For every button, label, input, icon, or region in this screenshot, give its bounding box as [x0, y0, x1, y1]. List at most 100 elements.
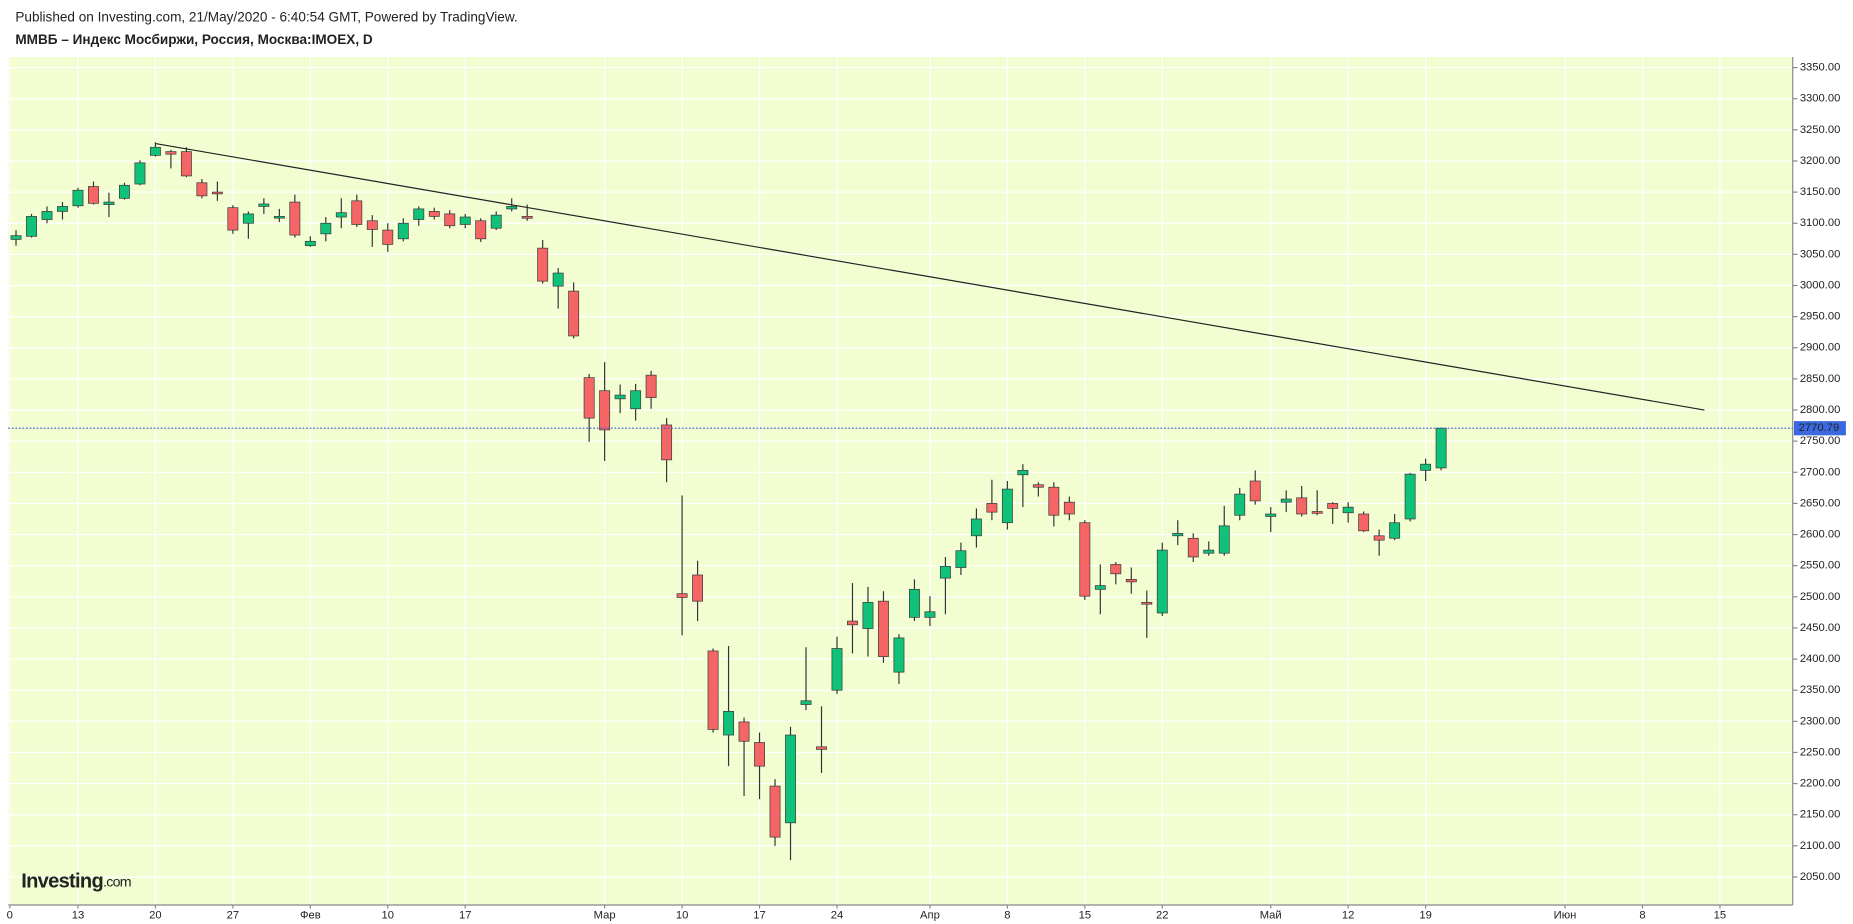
marks [8, 142, 1793, 861]
candle-body [335, 212, 347, 218]
candle-body [1327, 503, 1339, 509]
candle-body [939, 565, 951, 579]
x-tick-label: 10 [382, 910, 394, 922]
y-tick-label: 3000.00 [1800, 279, 1841, 291]
candle-body [227, 207, 239, 231]
candle-body [583, 377, 595, 419]
x-tick-label: Мар [594, 910, 616, 922]
candle-body [180, 151, 192, 177]
watermark-suffix: .com [103, 874, 131, 890]
x-tick-label: 20 [149, 910, 161, 922]
candle-body [552, 272, 564, 287]
candle-body [1187, 537, 1199, 558]
x-tick-label: 24 [831, 910, 843, 922]
last-price-label: 2770.79 [1799, 422, 1840, 434]
candle-body [242, 213, 254, 224]
x-tick-label: 15 [1079, 910, 1091, 922]
y-tick-label: 2450.00 [1800, 622, 1841, 634]
candle-body [986, 503, 998, 513]
candle-body [444, 213, 456, 227]
y-tick-label: 2050.00 [1800, 871, 1841, 883]
candle-body [1435, 427, 1447, 469]
y-tick-label: 3350.00 [1800, 62, 1841, 74]
y-tick-label: 2550.00 [1800, 560, 1841, 572]
x-tick-label: 17 [753, 910, 765, 922]
x-tick-label: 10 [676, 910, 688, 922]
candle-body [211, 191, 223, 195]
candle-body [893, 637, 905, 673]
candle-body [119, 184, 130, 199]
y-tick-label: 2100.00 [1800, 840, 1841, 852]
y-tick-label: 2500.00 [1800, 591, 1841, 603]
plot-area [8, 57, 1793, 905]
watermark: Investing.com [21, 871, 131, 893]
candle-body [1079, 522, 1091, 597]
candle-body [273, 216, 285, 219]
candle-body [1172, 532, 1184, 537]
candle-body [88, 186, 99, 204]
candle-body [692, 574, 704, 602]
y-tick-label: 2400.00 [1800, 653, 1841, 665]
candle-body [10, 235, 22, 240]
candle-body [41, 211, 53, 220]
candle-body [134, 162, 146, 185]
candle-body [196, 182, 208, 197]
candle-body [320, 222, 332, 235]
grid [8, 57, 1793, 905]
candle-body [413, 208, 425, 220]
candle-body [1234, 493, 1246, 516]
candle-body [955, 550, 967, 568]
candle-body [1141, 602, 1153, 605]
candle-body [459, 216, 471, 225]
y-tick-label: 2950.00 [1800, 311, 1841, 323]
y-tick-label: 3050.00 [1800, 248, 1841, 260]
candle-body [103, 201, 115, 205]
candle-body [351, 200, 363, 225]
candle-body [1373, 535, 1385, 541]
candle-body [599, 390, 611, 431]
x-tick-label: Май [1260, 910, 1282, 922]
candle-body [1001, 488, 1013, 524]
y-tick-label: 2200.00 [1800, 778, 1841, 790]
x-tick-label: 17 [459, 910, 471, 922]
candle-body [1110, 564, 1122, 575]
candle-body [738, 721, 750, 742]
candle-body [26, 216, 37, 237]
candle-body [149, 146, 161, 156]
candle-body [1032, 484, 1044, 488]
candle-body [1342, 506, 1354, 514]
candle-body [707, 650, 719, 730]
candle-body [1265, 513, 1277, 517]
y-tick-label: 2300.00 [1800, 715, 1841, 727]
candle-body [1203, 549, 1215, 554]
trend-line [155, 142, 1705, 411]
candle-body [475, 220, 487, 240]
watermark-brand: Investing [21, 871, 103, 893]
candle-body [1063, 501, 1075, 515]
candle-body [800, 700, 812, 705]
candle-body [521, 216, 533, 219]
candle-body [970, 518, 982, 537]
candle-body [304, 240, 316, 247]
candle-body [289, 201, 301, 236]
candle-body [661, 424, 673, 461]
candle-body [568, 290, 580, 337]
y-tick-label: 3300.00 [1800, 93, 1841, 105]
x-tick-label: 15 [1714, 910, 1726, 922]
candle-body [366, 220, 378, 230]
y-tick-label: 3250.00 [1800, 124, 1841, 136]
candle-body [831, 648, 843, 691]
candle-body [1358, 513, 1370, 532]
x-tick-label: 19 [1419, 910, 1431, 922]
candle-body [1280, 498, 1292, 503]
x-tick-label: 12 [1342, 910, 1354, 922]
candle-body [645, 374, 657, 398]
candle-body [754, 742, 765, 767]
candle-body [1156, 549, 1168, 614]
candle-body [769, 785, 781, 838]
candle-body [57, 206, 68, 212]
x-tick-label: 8 [1639, 910, 1645, 922]
y-tick-label: 2800.00 [1800, 404, 1841, 416]
